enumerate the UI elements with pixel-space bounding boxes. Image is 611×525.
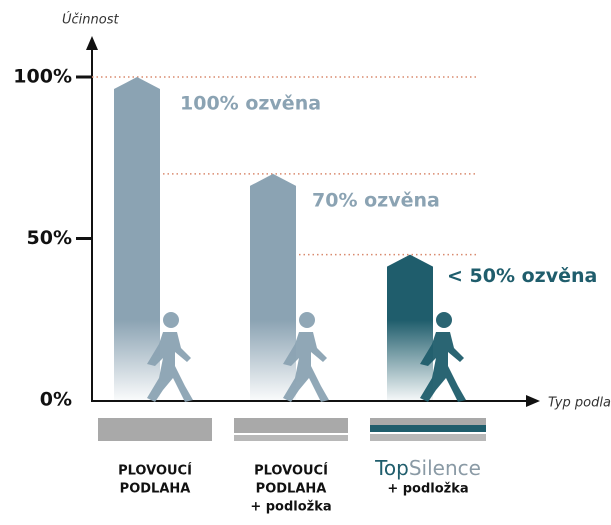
category-label: + podložka: [387, 482, 468, 497]
underlay-swatch: [370, 425, 486, 432]
floor-swatch: [98, 418, 212, 441]
y-axis-arrow: [86, 36, 98, 50]
bar: [250, 174, 296, 400]
value-label: 100% ozvěna: [180, 93, 321, 115]
value-label: < 50% ozvěna: [447, 265, 597, 287]
y-tick-label: 0%: [40, 389, 72, 411]
x-axis-label: Typ podlahy: [548, 396, 611, 411]
bar: [387, 255, 433, 400]
category-label: PLOVOUCÍ: [254, 463, 328, 479]
x-axis-arrow: [526, 395, 540, 407]
category-label: PODLAHA: [120, 482, 191, 497]
brand-part: Silence: [409, 456, 481, 480]
y-axis-label: Účinnost: [62, 12, 119, 28]
brand-part: Top: [374, 456, 409, 480]
underlay-swatch: [234, 435, 348, 441]
bar: [114, 77, 160, 400]
y-tick-label: 50%: [27, 227, 72, 249]
floor-swatch: [370, 418, 486, 425]
value-label: 70% ozvěna: [312, 189, 440, 211]
category-label: + podložka: [250, 500, 331, 515]
chart: Účinnost Typ podlahy 0% 50% 100% 100% ozvěn…: [0, 0, 611, 525]
floor-swatch: [370, 434, 486, 441]
floor-swatches: [98, 418, 486, 441]
walker-head: [436, 312, 452, 328]
y-tick-label: 100%: [13, 66, 72, 88]
walker-head: [163, 312, 179, 328]
category-label: PODLAHA: [256, 482, 327, 497]
brand-label: TopSilence: [374, 456, 481, 480]
category-label: PLOVOUCÍ: [118, 463, 192, 479]
walker-head: [299, 312, 315, 328]
floor-swatch: [234, 418, 348, 433]
